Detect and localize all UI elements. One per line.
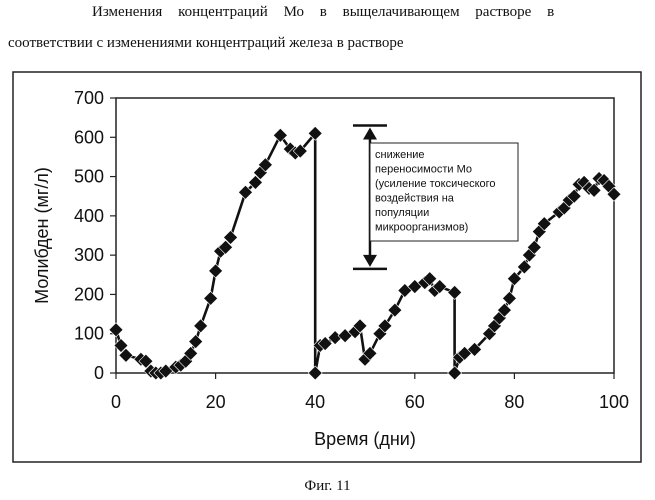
chart-outer-frame	[13, 72, 641, 462]
x-tick-label: 40	[305, 392, 325, 412]
data-point-marker	[448, 285, 462, 299]
data-point-marker	[308, 366, 322, 380]
annotation-text-line: популяции	[375, 207, 429, 219]
y-tick-label: 500	[74, 167, 104, 187]
y-tick-label: 300	[74, 245, 104, 265]
y-tick-label: 0	[94, 363, 104, 383]
annotation-text-line: воздействия на	[375, 193, 455, 205]
y-tick-label: 400	[74, 206, 104, 226]
annotation-text-line: (усиление токсического	[375, 178, 496, 190]
series-line	[116, 133, 614, 373]
data-point-marker	[448, 366, 462, 380]
data-point-marker	[109, 323, 123, 337]
y-tick-label: 100	[74, 324, 104, 344]
annotation-text-line: микроорганизмов)	[375, 222, 468, 234]
data-point-marker	[388, 303, 402, 317]
annotation-arrowhead-down	[363, 255, 377, 267]
annotation-text-line: снижение	[375, 149, 425, 161]
data-point-marker	[204, 291, 218, 305]
y-tick-label: 700	[74, 88, 104, 108]
y-tick-label: 200	[74, 284, 104, 304]
molybdenum-chart: 0 100 200 300 400 500 600 700 0 20 40 60 80 100 сниж…	[0, 0, 655, 500]
x-tick-label: 100	[599, 392, 629, 412]
y-tick-label: 600	[74, 127, 104, 147]
data-point-marker	[209, 264, 223, 278]
x-tick-label: 20	[206, 392, 226, 412]
x-tick-label: 0	[111, 392, 121, 412]
y-axis-title: Молибден (мг/л)	[32, 167, 52, 304]
x-tick-label: 80	[504, 392, 524, 412]
annotation-arrowhead-up	[363, 128, 377, 140]
x-tick-label: 60	[405, 392, 425, 412]
data-point-marker	[194, 319, 208, 333]
annotation-text-line: переносимости Мо	[375, 164, 472, 176]
figure-label: Фиг. 11	[0, 478, 655, 495]
x-axis-title: Время (дни)	[314, 429, 416, 449]
